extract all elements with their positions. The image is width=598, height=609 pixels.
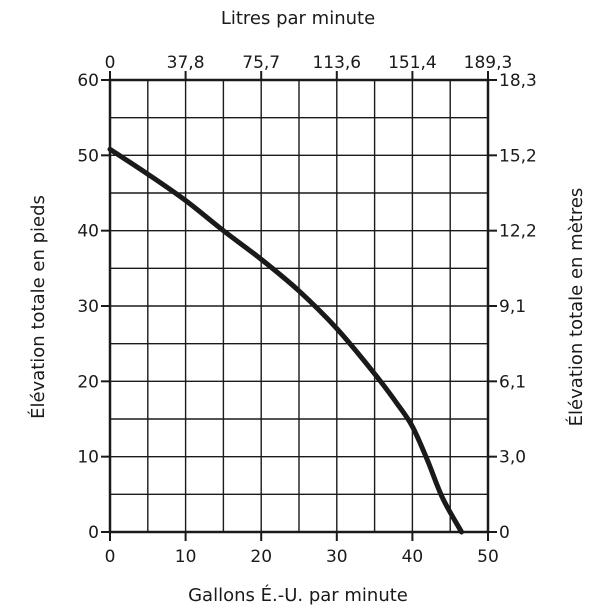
y-tick-label: 20 <box>77 372 99 392</box>
x2-tick-label: 75,7 <box>242 53 280 73</box>
x-tick-label: 20 <box>250 547 272 567</box>
tick-labels: 0 10 20 30 40 500 37,8 75,7 113,6 151,4 189,301020… <box>77 53 537 567</box>
x-tick-label: 10 <box>175 547 197 567</box>
x2-tick-label: 151,4 <box>388 53 437 73</box>
y-tick-label: 40 <box>77 222 99 242</box>
y2-tick-label: 0 <box>499 523 510 543</box>
x-tick-label: 0 <box>105 547 116 567</box>
y-tick-label: 50 <box>77 146 99 166</box>
y2-tick-label: 9,1 <box>499 297 526 317</box>
y2-axis-title: Élévation totale en mètres <box>565 188 587 427</box>
x-tick-label: 50 <box>477 547 499 567</box>
y2-tick-label: 18,3 <box>499 71 537 91</box>
y-tick-label: 60 <box>77 71 99 91</box>
y-tick-label: 10 <box>77 448 99 468</box>
performance-curve <box>107 146 465 535</box>
y-axis-title: Élévation totale en pieds <box>27 195 49 419</box>
x2-tick-label: 37,8 <box>167 53 205 73</box>
x-tick-label: 40 <box>402 547 424 567</box>
grid <box>110 80 488 532</box>
y2-tick-label: 6,1 <box>499 372 526 392</box>
x2-tick-label: 189,3 <box>464 53 513 73</box>
x-tick-label: 30 <box>326 547 348 567</box>
y2-tick-label: 12,2 <box>499 222 537 242</box>
x2-tick-label: 113,6 <box>312 53 361 73</box>
x-axis-title: Gallons É.-U. par minute <box>188 584 408 606</box>
y2-tick-label: 15,2 <box>499 146 537 166</box>
y-tick-label: 30 <box>77 297 99 317</box>
x2-axis-title: Litres par minute <box>221 8 375 29</box>
y-tick-label: 0 <box>88 523 99 543</box>
x2-tick-label: 0 <box>105 53 116 73</box>
y2-tick-label: 3,0 <box>499 448 526 468</box>
tick-marks <box>101 71 497 541</box>
